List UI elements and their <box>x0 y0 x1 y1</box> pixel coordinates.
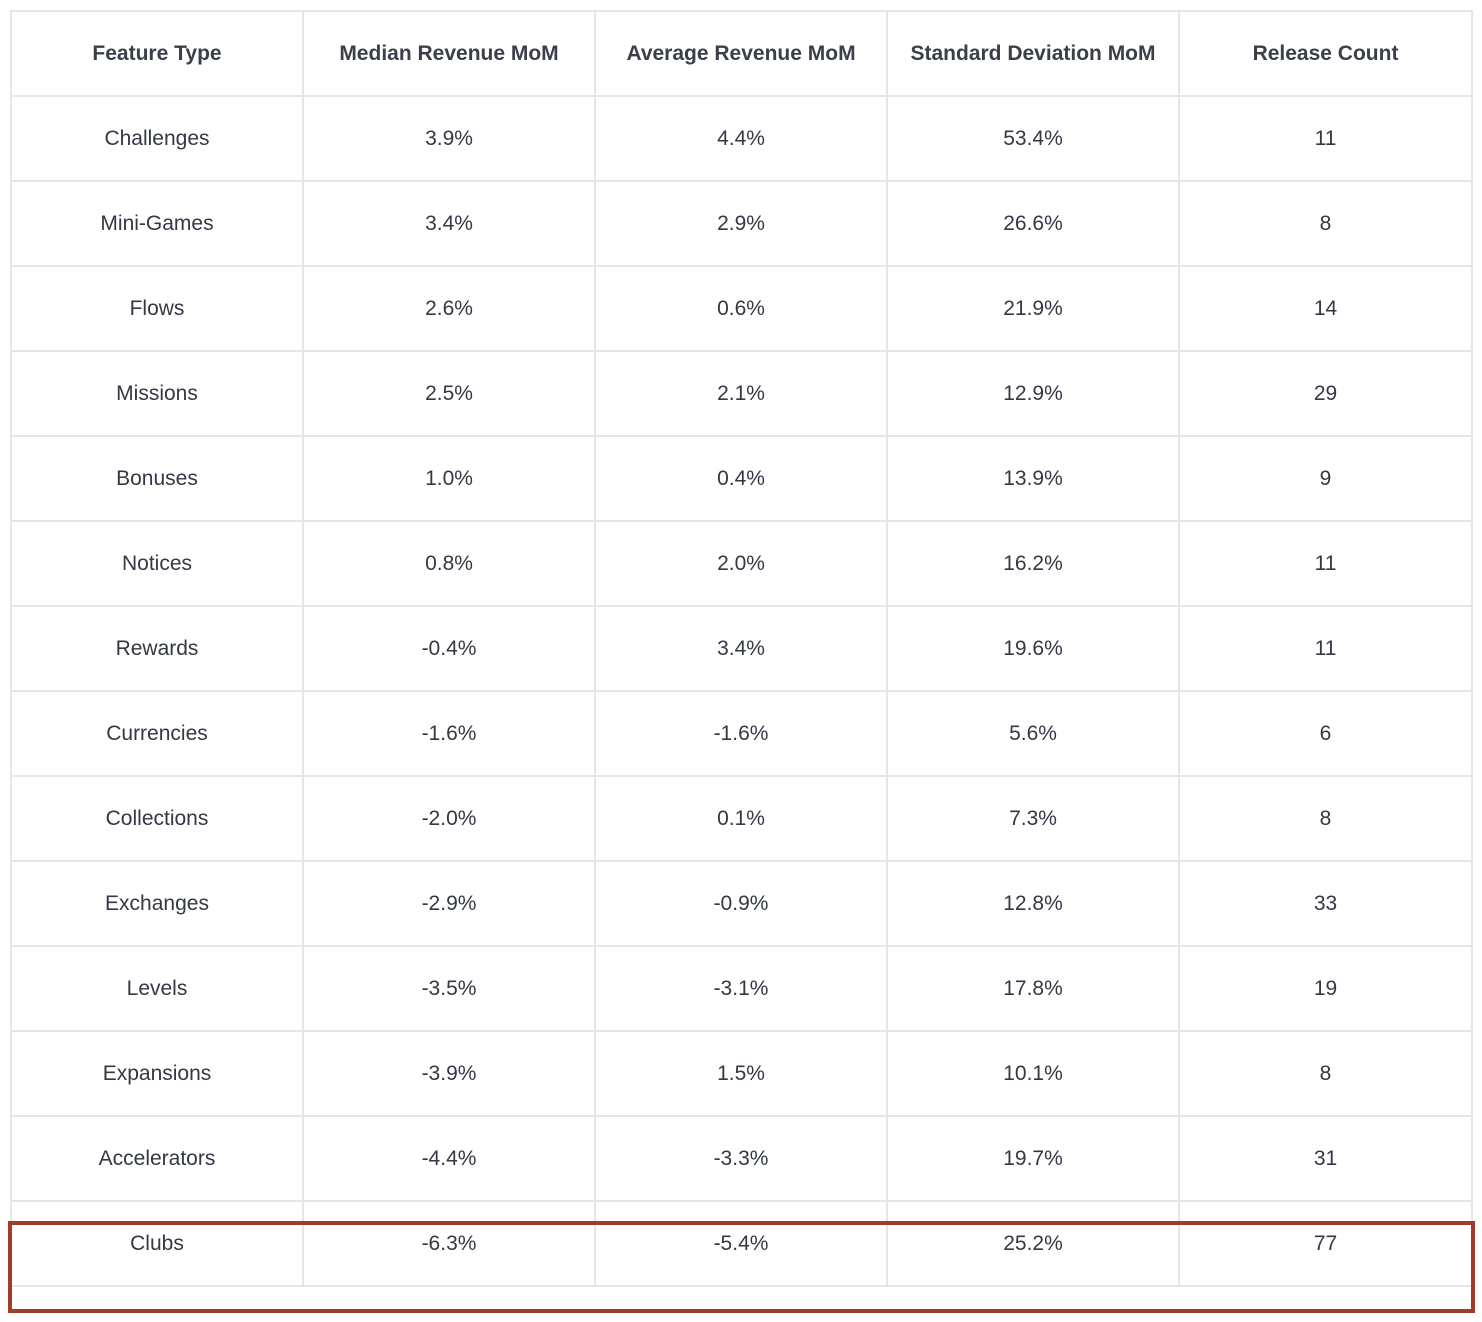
cell-average-revenue: 2.9% <box>594 180 888 267</box>
cell-feature-type: Notices <box>10 520 304 607</box>
cell-average-revenue: -5.4% <box>594 1200 888 1287</box>
cell-release-count: 8 <box>1178 180 1473 267</box>
table-row: Bonuses 1.0% 0.4% 13.9% 9 <box>10 435 1473 522</box>
cell-feature-type: Clubs <box>10 1200 304 1287</box>
table-row: Flows 2.6% 0.6% 21.9% 14 <box>10 265 1473 352</box>
table-row: Accelerators -4.4% -3.3% 19.7% 31 <box>10 1115 1473 1202</box>
table-row: Missions 2.5% 2.1% 12.9% 29 <box>10 350 1473 437</box>
cell-standard-deviation: 53.4% <box>886 95 1180 182</box>
cell-standard-deviation: 12.8% <box>886 860 1180 947</box>
cell-release-count: 33 <box>1178 860 1473 947</box>
cell-feature-type: Rewards <box>10 605 304 692</box>
table-row: Currencies -1.6% -1.6% 5.6% 6 <box>10 690 1473 777</box>
cell-median-revenue: -2.9% <box>302 860 596 947</box>
cell-average-revenue: -3.3% <box>594 1115 888 1202</box>
cell-release-count: 29 <box>1178 350 1473 437</box>
cell-feature-type: Currencies <box>10 690 304 777</box>
cell-average-revenue: 0.4% <box>594 435 888 522</box>
cell-release-count: 9 <box>1178 435 1473 522</box>
cell-standard-deviation: 7.3% <box>886 775 1180 862</box>
cell-average-revenue: 4.4% <box>594 95 888 182</box>
cell-feature-type: Exchanges <box>10 860 304 947</box>
cell-release-count: 31 <box>1178 1115 1473 1202</box>
cell-average-revenue: 3.4% <box>594 605 888 692</box>
cell-release-count: 11 <box>1178 520 1473 607</box>
cell-average-revenue: -3.1% <box>594 945 888 1032</box>
cell-median-revenue: 1.0% <box>302 435 596 522</box>
cell-release-count: 8 <box>1178 1030 1473 1117</box>
table-row: Collections -2.0% 0.1% 7.3% 8 <box>10 775 1473 862</box>
cell-release-count: 6 <box>1178 690 1473 777</box>
table-row: Rewards -0.4% 3.4% 19.6% 11 <box>10 605 1473 692</box>
cell-standard-deviation: 5.6% <box>886 690 1180 777</box>
table-row: Challenges 3.9% 4.4% 53.4% 11 <box>10 95 1473 182</box>
table-row: Mini-Games 3.4% 2.9% 26.6% 8 <box>10 180 1473 267</box>
cell-release-count: 11 <box>1178 95 1473 182</box>
cell-release-count: 8 <box>1178 775 1473 862</box>
cell-feature-type: Mini-Games <box>10 180 304 267</box>
cell-standard-deviation: 12.9% <box>886 350 1180 437</box>
cell-release-count: 11 <box>1178 605 1473 692</box>
cell-standard-deviation: 21.9% <box>886 265 1180 352</box>
cell-standard-deviation: 19.6% <box>886 605 1180 692</box>
cell-median-revenue: 3.4% <box>302 180 596 267</box>
header-feature-type: Feature Type <box>10 10 304 97</box>
cell-standard-deviation: 17.8% <box>886 945 1180 1032</box>
cell-feature-type: Flows <box>10 265 304 352</box>
cell-median-revenue: -1.6% <box>302 690 596 777</box>
cell-average-revenue: 2.0% <box>594 520 888 607</box>
cell-average-revenue: -0.9% <box>594 860 888 947</box>
feature-revenue-table: Feature Type Median Revenue MoM Average … <box>10 10 1473 1287</box>
table-row: Levels -3.5% -3.1% 17.8% 19 <box>10 945 1473 1032</box>
cell-standard-deviation: 26.6% <box>886 180 1180 267</box>
cell-median-revenue: -3.5% <box>302 945 596 1032</box>
cell-feature-type: Accelerators <box>10 1115 304 1202</box>
cell-median-revenue: -4.4% <box>302 1115 596 1202</box>
cell-release-count: 14 <box>1178 265 1473 352</box>
cell-standard-deviation: 25.2% <box>886 1200 1180 1287</box>
table-row: Notices 0.8% 2.0% 16.2% 11 <box>10 520 1473 607</box>
header-standard-deviation-mom: Standard Deviation MoM <box>886 10 1180 97</box>
table-row: Expansions -3.9% 1.5% 10.1% 8 <box>10 1030 1473 1117</box>
cell-standard-deviation: 16.2% <box>886 520 1180 607</box>
cell-median-revenue: -3.9% <box>302 1030 596 1117</box>
cell-release-count: 77 <box>1178 1200 1473 1287</box>
cell-release-count: 19 <box>1178 945 1473 1032</box>
cell-average-revenue: 0.6% <box>594 265 888 352</box>
cell-average-revenue: -1.6% <box>594 690 888 777</box>
cell-median-revenue: 3.9% <box>302 95 596 182</box>
cell-feature-type: Challenges <box>10 95 304 182</box>
cell-standard-deviation: 19.7% <box>886 1115 1180 1202</box>
cell-median-revenue: -6.3% <box>302 1200 596 1287</box>
cell-standard-deviation: 10.1% <box>886 1030 1180 1117</box>
table-header-row: Feature Type Median Revenue MoM Average … <box>10 10 1473 97</box>
cell-median-revenue: 2.5% <box>302 350 596 437</box>
cell-feature-type: Levels <box>10 945 304 1032</box>
cell-average-revenue: 2.1% <box>594 350 888 437</box>
cell-median-revenue: -2.0% <box>302 775 596 862</box>
header-release-count: Release Count <box>1178 10 1473 97</box>
cell-average-revenue: 1.5% <box>594 1030 888 1117</box>
table-row: Exchanges -2.9% -0.9% 12.8% 33 <box>10 860 1473 947</box>
header-average-revenue-mom: Average Revenue MoM <box>594 10 888 97</box>
data-table-container: Feature Type Median Revenue MoM Average … <box>10 10 1473 1287</box>
table-row-highlighted: Clubs -6.3% -5.4% 25.2% 77 <box>10 1200 1473 1287</box>
cell-feature-type: Missions <box>10 350 304 437</box>
cell-feature-type: Collections <box>10 775 304 862</box>
cell-standard-deviation: 13.9% <box>886 435 1180 522</box>
cell-feature-type: Expansions <box>10 1030 304 1117</box>
header-median-revenue-mom: Median Revenue MoM <box>302 10 596 97</box>
cell-median-revenue: -0.4% <box>302 605 596 692</box>
cell-median-revenue: 0.8% <box>302 520 596 607</box>
cell-feature-type: Bonuses <box>10 435 304 522</box>
cell-median-revenue: 2.6% <box>302 265 596 352</box>
cell-average-revenue: 0.1% <box>594 775 888 862</box>
